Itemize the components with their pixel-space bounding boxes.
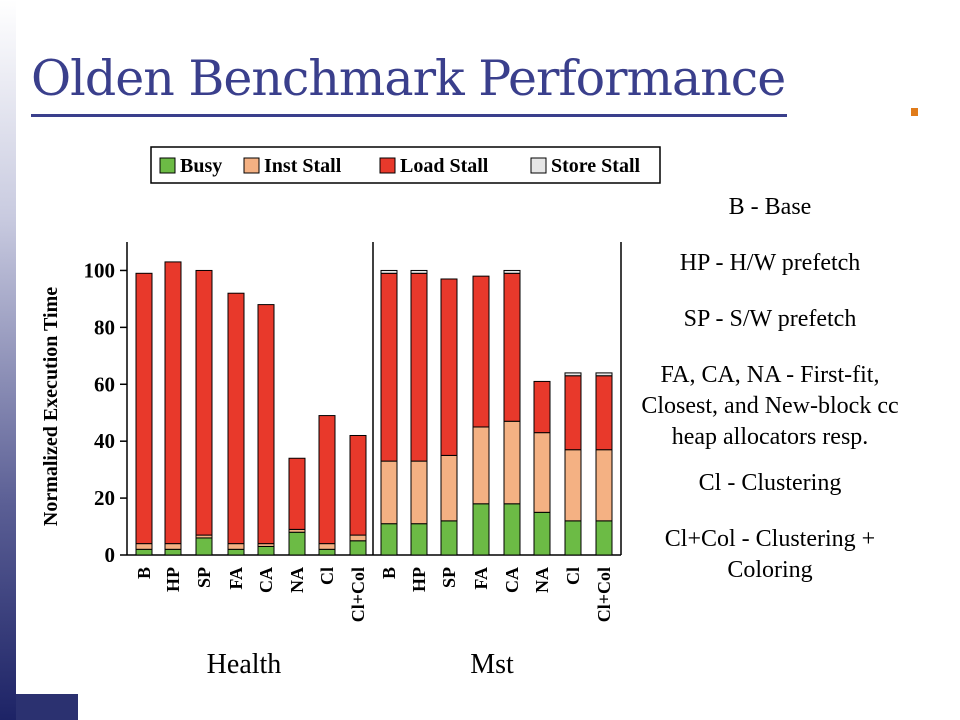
bar-mst-hp-inst-stall (410, 460, 428, 525)
note-hw-prefetch: HP - H/W prefetch (679, 250, 861, 276)
bar-health-cl-inst-stall (318, 543, 336, 550)
bar-mst-cl-inst-stall (564, 449, 582, 522)
bar-health-b-load-stall (135, 272, 153, 545)
y-tick-label: 20 (94, 486, 115, 510)
bar-health-clcol-busy (349, 540, 367, 556)
note-base: B - Base (728, 194, 812, 220)
bar-health-clcol-load-stall (349, 434, 367, 536)
x-tick-label: Cl (563, 567, 583, 585)
bar-mst-clcol-load-stall (595, 375, 613, 451)
bar-health-hp-load-stall (164, 261, 182, 545)
bar-mst-sp-inst-stall (440, 454, 458, 522)
bar-health-sp-busy (195, 537, 213, 556)
bar-health-hp-inst-stall (164, 543, 182, 550)
x-tick-label: Cl+Col (348, 567, 368, 622)
bar-health-clcol-inst-stall (349, 534, 367, 542)
bar-mst-fa-busy (472, 503, 490, 556)
legend-label-load-stall: Load Stall (400, 155, 489, 177)
x-tick-label: NA (532, 567, 552, 593)
x-tick-label: HP (163, 567, 183, 592)
bar-health-cl-busy (318, 548, 336, 556)
legend-swatch-load-stall (379, 157, 396, 174)
bar-mst-sp-busy (440, 520, 458, 556)
legend-label-store-stall: Store Stall (551, 155, 641, 177)
legend-swatch-inst-stall (243, 157, 260, 174)
bar-mst-clcol-busy (595, 520, 613, 556)
title-underline (31, 114, 787, 117)
x-tick-label: FA (471, 567, 491, 590)
bar-health-ca-busy (257, 545, 275, 556)
bar-health-na-load-stall (288, 457, 306, 530)
x-tick-label: CA (256, 567, 276, 593)
slide-title: Olden Benchmark Performance (31, 50, 786, 107)
bar-mst-b-inst-stall (380, 460, 398, 525)
x-tick-label: Cl+Col (594, 567, 614, 622)
y-tick-label: 0 (105, 543, 116, 567)
bar-mst-fa-inst-stall (472, 426, 490, 505)
legend-notes: B - Base HP - H/W prefetch SP - S/W pref… (635, 192, 905, 601)
x-tick-label: B (379, 567, 399, 579)
bar-mst-hp-load-stall (410, 272, 428, 462)
y-tick-label: 60 (94, 372, 115, 396)
bar-health-b-busy (135, 548, 153, 556)
x-tick-label: CA (502, 567, 522, 593)
x-tick-label: SP (439, 567, 459, 588)
bar-mst-clcol-inst-stall (595, 449, 613, 522)
bar-mst-b-load-stall (380, 272, 398, 462)
bar-health-fa-busy (227, 548, 245, 556)
bar-mst-sp-load-stall (440, 278, 458, 456)
bar-health-fa-inst-stall (227, 543, 245, 550)
bar-health-fa-load-stall (227, 292, 245, 545)
group-label-health: Health (207, 649, 282, 680)
bar-mst-clcol-store-stall (595, 372, 613, 377)
y-tick-label: 40 (94, 429, 115, 453)
legend-label-busy: Busy (180, 155, 222, 177)
x-tick-label: Cl (317, 567, 337, 585)
bar-mst-b-busy (380, 523, 398, 556)
left-decor-foot (16, 694, 78, 720)
x-tick-label: FA (226, 567, 246, 590)
legend-box (150, 146, 661, 184)
x-tick-label: B (134, 567, 154, 579)
y-tick-label: 100 (84, 258, 116, 282)
bar-mst-cl-store-stall (564, 372, 582, 377)
bar-mst-cl-busy (564, 520, 582, 556)
group-label-mst: Mst (470, 649, 514, 680)
bar-health-sp-load-stall (195, 269, 213, 536)
bar-mst-hp-busy (410, 523, 428, 556)
y-tick-label: 80 (94, 315, 115, 339)
bar-health-na-busy (288, 531, 306, 556)
x-tick-label: SP (194, 567, 214, 588)
bar-mst-cl-load-stall (564, 375, 582, 451)
bar-mst-b-store-stall (380, 269, 398, 274)
left-decor-bar (0, 0, 16, 720)
note-sw-prefetch: SP - S/W prefetch (683, 306, 857, 332)
bar-health-hp-busy (164, 548, 182, 556)
bar-mst-na-load-stall (533, 380, 551, 434)
accent-dot (911, 108, 918, 116)
bar-mst-ca-load-stall (503, 272, 521, 422)
bar-health-cl-load-stall (318, 415, 336, 545)
note-clustering: Cl - Clustering (698, 470, 842, 496)
bar-mst-na-inst-stall (533, 432, 551, 513)
bar-mst-fa-load-stall (472, 275, 490, 428)
y-axis-label: Normalized Execution Time (40, 287, 62, 526)
note-clustering-coloring: Cl+Col - Clustering + Coloring (664, 526, 876, 583)
bar-health-ca-load-stall (257, 304, 275, 545)
legend-swatch-store-stall (530, 157, 547, 174)
bar-mst-ca-store-stall (503, 269, 521, 274)
x-tick-label: NA (287, 567, 307, 593)
x-tick-label: HP (409, 567, 429, 592)
bar-mst-hp-store-stall (410, 269, 428, 274)
legend-swatch-busy (159, 157, 176, 174)
bar-health-b-inst-stall (135, 543, 153, 550)
bar-mst-na-busy (533, 511, 551, 556)
legend-label-inst-stall: Inst Stall (264, 155, 342, 177)
note-allocators: FA, CA, NA - First-fit, Closest, and New… (641, 362, 899, 450)
bar-mst-ca-busy (503, 503, 521, 556)
bar-mst-ca-inst-stall (503, 420, 521, 505)
